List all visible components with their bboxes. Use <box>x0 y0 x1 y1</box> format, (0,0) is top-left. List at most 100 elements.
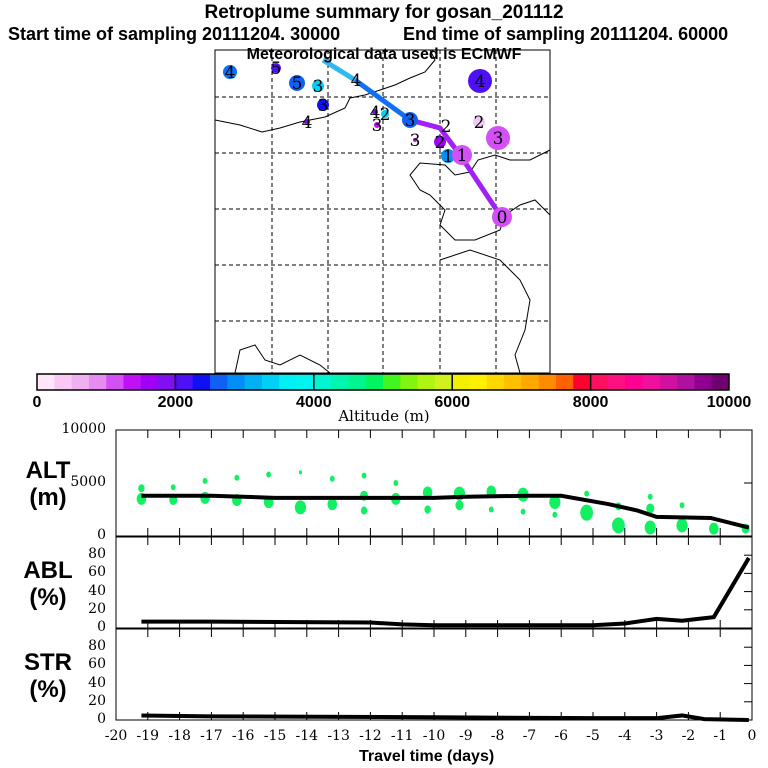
x-tick-label: -12 <box>359 728 382 744</box>
x-tick-label: -11 <box>390 728 414 744</box>
altitude-cluster-dot <box>138 484 145 493</box>
altitude-cluster-dot <box>170 484 176 491</box>
y-tick-label: 80 <box>88 546 106 563</box>
altitude-cluster-dot <box>424 505 431 514</box>
plume-circle <box>452 145 472 165</box>
colorbar-swatch <box>140 374 159 390</box>
plume-day-label: 3 <box>313 77 324 97</box>
colorbar-swatch <box>313 374 332 390</box>
colorbar-swatch <box>37 374 55 390</box>
altitude-cluster-dot <box>200 491 210 504</box>
plume-circle <box>434 136 446 148</box>
panel-frame <box>115 536 753 629</box>
y-tick-label: 0 <box>97 619 106 635</box>
mean-line <box>141 556 751 628</box>
plume-circle <box>312 80 324 92</box>
colorbar-swatch <box>383 374 401 390</box>
x-tick-label: -16 <box>231 728 255 744</box>
altitude-cluster-dot <box>298 470 303 475</box>
plume-day-label: 4 <box>351 71 362 91</box>
x-tick-label: -7 <box>522 728 537 744</box>
colorbar-swatch <box>210 374 228 390</box>
colorbar-swatch <box>417 374 436 390</box>
plume-day-label: 1 <box>443 147 454 167</box>
x-tick-label: -18 <box>168 728 191 744</box>
plume-day-label: 2 <box>380 105 391 125</box>
plume-day-label: 4 <box>302 113 313 133</box>
altitude-cluster-dot <box>646 503 655 514</box>
title: Retroplume summary for gosan_201112 <box>204 2 564 23</box>
plume-circle <box>381 110 389 118</box>
x-tick-label: -13 <box>327 728 350 744</box>
plume-circle <box>413 138 417 142</box>
colorbar-swatch <box>607 374 626 390</box>
start-time: Start time of sampling 20111204. 30000 <box>8 24 341 44</box>
colorbar-swatch <box>469 374 488 390</box>
y-tick-label: 40 <box>88 582 106 599</box>
x-tick-label: -5 <box>586 728 600 744</box>
altitude-cluster-dot <box>580 504 594 521</box>
x-tick-label: -19 <box>136 728 160 744</box>
altitude-cluster-dot <box>679 502 685 509</box>
panel-ylabel: ABL (%) <box>23 556 73 611</box>
panel-frame <box>115 429 753 537</box>
colorbar-swatch <box>677 374 695 390</box>
y-tick-label: 20 <box>88 600 106 617</box>
altitude-cluster-dot <box>709 522 719 535</box>
plume-day-label: 3 <box>493 129 504 149</box>
plume-circle <box>441 149 455 163</box>
colorbar-swatch <box>400 374 419 390</box>
plume-day-label: 2 <box>441 117 452 137</box>
altitude-cluster-dot <box>329 475 335 482</box>
plume-circle <box>492 207 512 227</box>
x-tick-label: -10 <box>422 728 446 744</box>
x-tick-label: -20 <box>104 728 128 744</box>
altitude-cluster-dot <box>266 471 272 478</box>
x-tick-label: -8 <box>490 728 505 744</box>
altitude-cluster-dot <box>676 518 688 533</box>
colorbar-swatch <box>331 374 349 390</box>
y-tick-label: 0 <box>97 527 106 543</box>
x-axis-label: Travel time (days) <box>359 748 495 765</box>
altitude-cluster-dot <box>234 474 240 481</box>
plume-circle <box>468 69 492 93</box>
colorbar-swatch <box>590 374 609 390</box>
plume-day-label: 3 <box>372 116 383 136</box>
colorbar-label: Altitude (m) <box>338 407 430 425</box>
plume-day-label: 4 <box>370 103 381 123</box>
plume-circle <box>473 116 485 128</box>
x-tick-label: -2 <box>681 728 696 744</box>
colorbar-swatch <box>158 374 176 390</box>
plume-day-label: 2 <box>474 113 485 133</box>
x-tick-label: -15 <box>263 728 287 744</box>
y-tick-label: 0 <box>97 711 106 727</box>
y-tick-label: 40 <box>88 674 106 691</box>
plume-day-label: 3 <box>410 131 421 151</box>
colorbar-tick-label: 2000 <box>157 394 194 411</box>
trajectory-segment <box>321 57 357 83</box>
coastline <box>214 49 436 133</box>
altitude-cluster-dot <box>584 490 590 497</box>
plume-day-label: 0 <box>497 208 508 228</box>
plume-circle <box>304 119 310 125</box>
plume-day-label: 5 <box>271 59 282 79</box>
y-tick-label: 80 <box>88 638 106 655</box>
y-tick-label: 60 <box>88 656 106 673</box>
altitude-cluster-dot <box>612 517 625 534</box>
plume-day-label: 1 <box>457 146 468 166</box>
x-tick-label: -3 <box>649 728 664 744</box>
colorbar-swatch <box>365 374 384 390</box>
trajectory-segment <box>353 77 412 123</box>
colorbar-swatch <box>556 374 574 390</box>
altitude-cluster-dot <box>644 520 656 535</box>
colorbar-swatch <box>625 374 643 390</box>
colorbar-swatch <box>659 374 678 390</box>
altitude-cluster-dot <box>549 495 561 510</box>
altitude-cluster-dot <box>360 506 368 515</box>
plume-day-label: 5 <box>292 74 303 94</box>
trajectory-segment <box>409 117 503 217</box>
colorbar-tick-label: 6000 <box>434 394 470 411</box>
panel-ylabel: STR (%) <box>24 648 72 703</box>
